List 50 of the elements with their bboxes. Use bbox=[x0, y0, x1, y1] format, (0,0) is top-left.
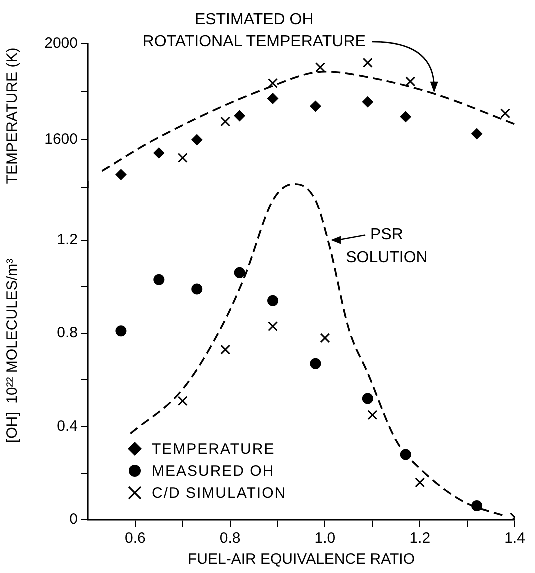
point bbox=[192, 134, 203, 146]
point bbox=[368, 410, 378, 420]
point bbox=[268, 295, 279, 306]
point bbox=[310, 358, 322, 370]
point bbox=[116, 326, 127, 337]
annotation: PSR SOLUTION bbox=[346, 226, 428, 267]
point bbox=[320, 333, 330, 344]
x-axis-title: FUEL-AIR EQUIVALENCE RATIO bbox=[188, 551, 415, 568]
point bbox=[268, 78, 278, 88]
point bbox=[472, 128, 483, 140]
legend-label: MEASURED OH bbox=[152, 462, 275, 480]
point bbox=[178, 396, 188, 406]
point bbox=[220, 116, 231, 127]
annotation: ESTIMATED OH ROTATIONAL TEMPERATURE bbox=[142, 11, 366, 50]
y-tick-label: 0.8 bbox=[57, 324, 78, 342]
point bbox=[220, 344, 231, 355]
point bbox=[178, 153, 188, 163]
x-tick-label: 1.4 bbox=[504, 530, 526, 548]
point bbox=[234, 110, 246, 122]
point bbox=[192, 284, 203, 295]
point bbox=[362, 58, 373, 68]
point bbox=[234, 267, 246, 278]
point bbox=[472, 500, 483, 512]
point bbox=[315, 62, 326, 73]
legend-label: TEMPERATURE bbox=[152, 440, 276, 458]
point bbox=[268, 93, 279, 104]
point bbox=[310, 100, 322, 112]
point bbox=[500, 108, 511, 119]
y-axis-title: [OH] 10²² MOLECULES/m³ bbox=[4, 258, 22, 444]
y-tick-label: 1600 bbox=[44, 131, 78, 148]
y-tick-label: 0 bbox=[70, 511, 78, 528]
point bbox=[154, 148, 165, 159]
point bbox=[154, 274, 165, 286]
point bbox=[268, 322, 278, 332]
x-tick-label: 1.0 bbox=[314, 530, 336, 548]
x-tick-label: 1.2 bbox=[410, 530, 431, 548]
legend-label: C/D SIMULATION bbox=[152, 484, 287, 502]
point bbox=[362, 96, 374, 108]
point bbox=[116, 169, 127, 180]
point bbox=[406, 76, 416, 87]
x-tick-label: 0.6 bbox=[125, 530, 146, 548]
y-tick-label: 0.4 bbox=[57, 418, 78, 435]
point bbox=[400, 449, 412, 460]
y-tick-label: 1.2 bbox=[57, 231, 78, 248]
y-tick-label: 2000 bbox=[44, 35, 78, 52]
point bbox=[362, 393, 374, 404]
point bbox=[415, 478, 426, 488]
x-tick-label: 0.8 bbox=[220, 530, 241, 548]
point bbox=[400, 111, 412, 122]
y-axis-title: TEMPERATURE (K) bbox=[4, 48, 22, 184]
